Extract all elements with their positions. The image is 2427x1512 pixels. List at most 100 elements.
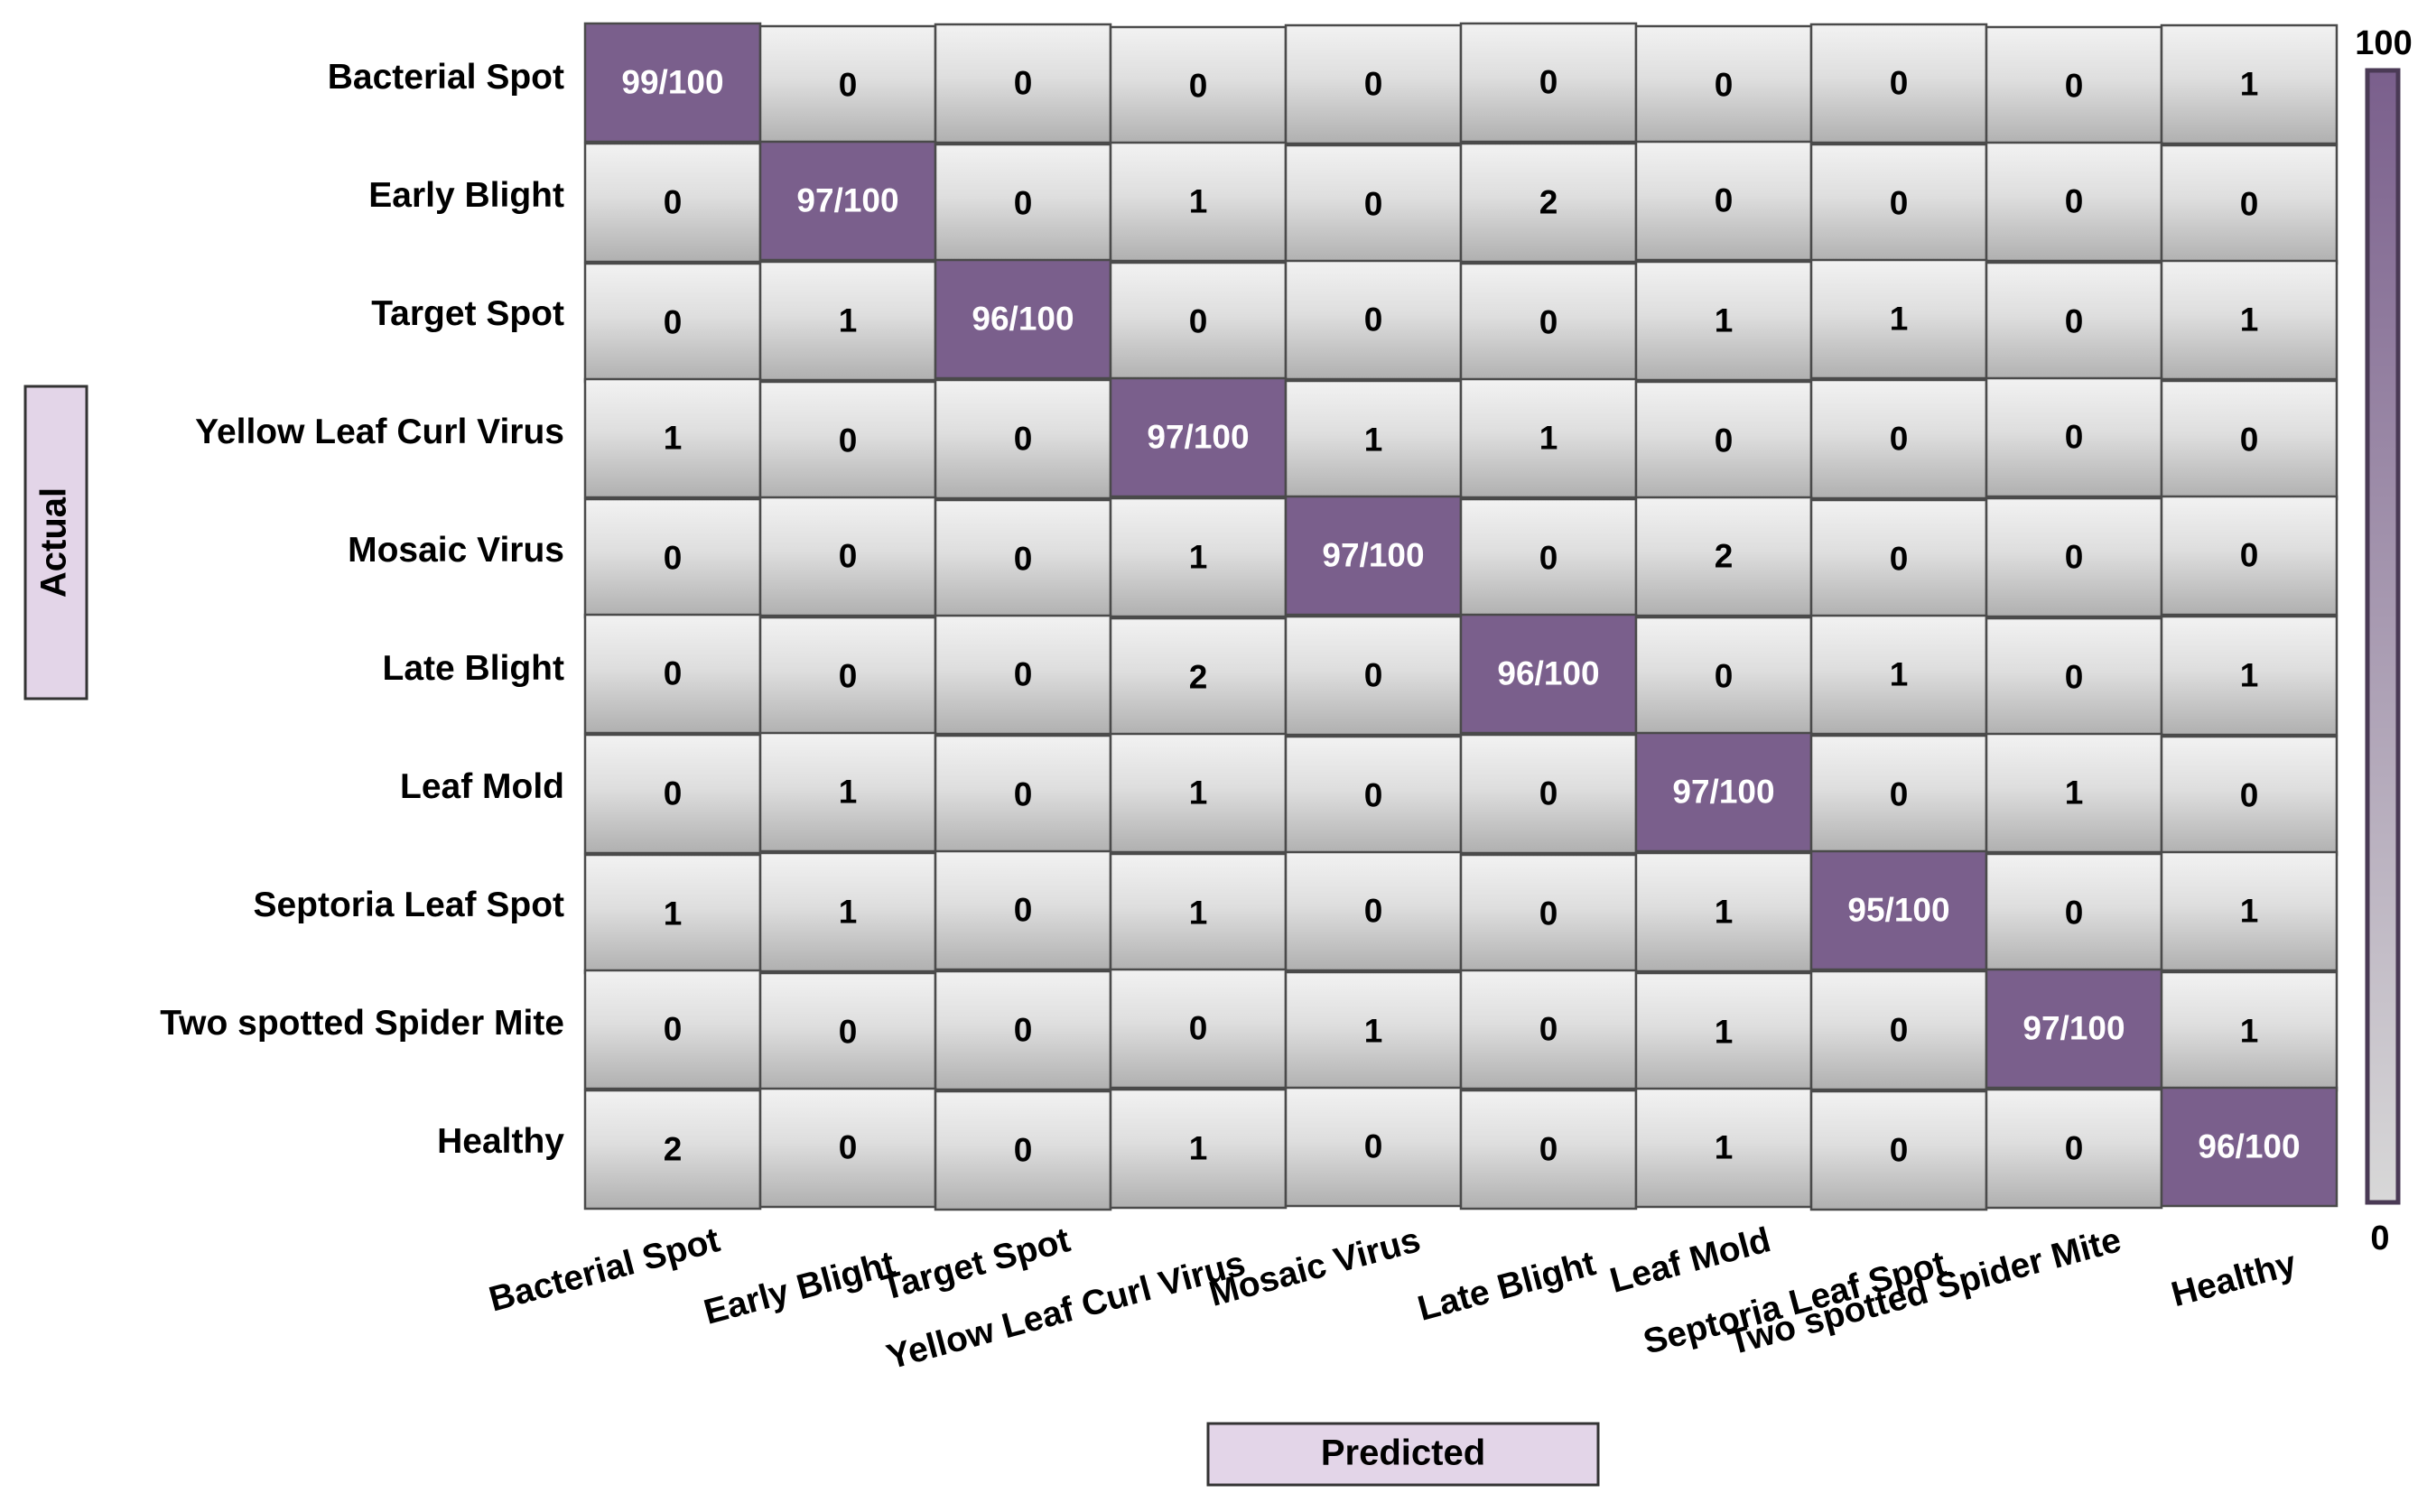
row-labels: Bacterial Spot Early Blight Target Spot Yel… (160, 58, 564, 1161)
matrix-cell-r8-c7 (1809, 969, 1988, 1091)
matrix-cell-r2-c6 (1634, 260, 1813, 382)
matrix-cell-value-r4-c4: 97/100 (1322, 536, 1424, 573)
matrix-cell-value-r9-c4: 0 (1364, 1127, 1383, 1164)
matrix-cell-value-r0-c7: 0 (1890, 64, 1909, 101)
row-label-4: Mosaic Virus (348, 531, 564, 570)
y-axis-title: Actual (34, 487, 74, 598)
matrix-cell-value-r7-c2: 0 (1014, 891, 1033, 928)
matrix-cell-r6-c0 (583, 733, 762, 855)
matrix-cell-r4-c8 (1985, 496, 2163, 618)
matrix-cells: 99/100 0 0 0 0 0 0 0 0 1 0 97/100 0 1 0 2 0 0 0 0 0 1 96/100 0 0… (583, 22, 2339, 1211)
matrix-cell-value-r1-c5: 2 (1539, 183, 1558, 220)
matrix-cell-r3-c6 (1634, 380, 1813, 502)
matrix-cell-r8-c9 (2160, 970, 2339, 1092)
matrix-cell-value-r6-c1: 1 (839, 773, 858, 810)
matrix-cell-value-r8-c7: 0 (1890, 1011, 1909, 1048)
matrix-cell-value-r7-c4: 0 (1364, 892, 1383, 929)
x-axis-title: Predicted (1321, 1433, 1485, 1473)
matrix-cell-r6-c9 (2160, 735, 2339, 857)
matrix-cell-value-r4-c8: 0 (2065, 538, 2084, 575)
matrix-cell-value-r8-c8: 97/100 (2022, 1009, 2125, 1046)
matrix-cell-value-r4-c1: 0 (839, 537, 858, 574)
matrix-cell-value-r3-c2: 0 (1014, 420, 1033, 457)
matrix-cell-r0-c2 (934, 23, 1112, 144)
matrix-cell-value-r8-c2: 0 (1014, 1011, 1033, 1048)
matrix-cell-r5-c2 (934, 614, 1112, 736)
x-axis-title-box: Predicted (1206, 1422, 1600, 1487)
matrix-cell-r0-c9 (2160, 23, 2339, 145)
matrix-cell-r8-c0 (583, 969, 762, 1090)
matrix-cell-value-r5-c5: 96/100 (1497, 654, 1599, 691)
matrix-cell-value-r4-c7: 0 (1890, 540, 1909, 577)
matrix-cell-r4-c5 (1459, 497, 1638, 619)
matrix-cell-value-r5-c1: 0 (839, 657, 858, 694)
matrix-cell-value-r5-c2: 0 (1014, 655, 1033, 692)
matrix-cell-value-r2-c3: 0 (1189, 302, 1208, 339)
matrix-cell-value-r8-c9: 1 (2240, 1012, 2259, 1049)
matrix-cell-value-r2-c2: 96/100 (972, 300, 1074, 337)
matrix-cell-r9-c8 (1985, 1088, 2163, 1210)
matrix-cell-value-r6-c8: 1 (2065, 774, 2084, 811)
matrix-cell-value-r6-c0: 0 (664, 775, 683, 812)
matrix-cell-r5-c3 (1109, 617, 1288, 738)
matrix-cell-value-r3-c4: 1 (1364, 421, 1383, 458)
matrix-cell-value-r3-c8: 0 (2065, 418, 2084, 455)
matrix-cell-value-r7-c9: 1 (2240, 892, 2259, 929)
matrix-cell-value-r5-c0: 0 (664, 654, 683, 691)
matrix-cell-r6-c6 (1634, 731, 1813, 853)
column-label-1: Early Blight (700, 1244, 898, 1332)
matrix-cell-value-r2-c5: 0 (1539, 303, 1558, 340)
matrix-cell-r6-c5 (1459, 733, 1638, 855)
matrix-cell-r2-c0 (583, 262, 762, 384)
matrix-cell-r0-c5 (1459, 22, 1638, 144)
row-label-1: Early Blight (368, 176, 564, 215)
matrix-cell-r1-c6 (1634, 140, 1813, 262)
matrix-cell-value-r8-c4: 1 (1364, 1012, 1383, 1049)
matrix-cell-r5-c0 (583, 613, 762, 735)
matrix-cell-r3-c3 (1109, 376, 1288, 498)
matrix-cell-r8-c5 (1459, 969, 1638, 1090)
matrix-cell-value-r9-c2: 0 (1014, 1131, 1033, 1168)
matrix-cell-value-r5-c9: 1 (2240, 656, 2259, 693)
matrix-cell-value-r9-c1: 0 (839, 1128, 858, 1165)
matrix-cell-r0-c7 (1809, 23, 1988, 144)
matrix-cell-value-r7-c1: 1 (839, 893, 858, 930)
matrix-cell-r7-c4 (1284, 850, 1463, 972)
matrix-cell-r9-c7 (1809, 1090, 1988, 1211)
matrix-cell-value-r2-c6: 1 (1715, 301, 1734, 339)
matrix-cell-r7-c1 (758, 851, 937, 973)
matrix-cell-r1-c7 (1809, 143, 1988, 264)
matrix-cell-value-r5-c8: 0 (2065, 658, 2084, 695)
matrix-cell-value-r2-c0: 0 (664, 303, 683, 340)
matrix-cell-r7-c6 (1634, 851, 1813, 973)
matrix-cell-value-r0-c2: 0 (1014, 64, 1033, 101)
matrix-cell-r7-c2 (934, 849, 1112, 971)
row-label-2: Target Spot (371, 294, 564, 333)
matrix-cell-value-r0-c0: 99/100 (621, 63, 723, 100)
matrix-cell-value-r1-c1: 97/100 (796, 181, 898, 218)
matrix-cell-value-r3-c5: 1 (1539, 419, 1558, 456)
matrix-cell-r3-c0 (583, 377, 762, 499)
matrix-cell-r8-c3 (1109, 968, 1288, 1090)
matrix-cell-r0-c4 (1284, 23, 1463, 145)
matrix-cell-r8-c6 (1634, 971, 1813, 1093)
matrix-cell-value-r4-c9: 0 (2240, 536, 2259, 573)
matrix-cell-value-r2-c1: 1 (839, 301, 858, 339)
matrix-cell-r4-c4 (1284, 495, 1463, 617)
matrix-cell-r4-c9 (2160, 495, 2339, 617)
matrix-cell-r8-c2 (934, 969, 1112, 1091)
matrix-cell-r9-c2 (934, 1090, 1112, 1211)
matrix-cell-value-r3-c6: 0 (1715, 422, 1734, 459)
colorbar-gradient (2365, 68, 2401, 1205)
matrix-cell-value-r1-c4: 0 (1364, 185, 1383, 222)
row-label-9: Healthy (437, 1122, 564, 1161)
matrix-cell-r6-c1 (758, 731, 937, 853)
matrix-cell-r4-c7 (1809, 498, 1988, 620)
matrix-cell-r2-c4 (1284, 259, 1463, 381)
matrix-cell-value-r5-c6: 0 (1715, 657, 1734, 694)
row-label-8: Two spotted Spider Mite (160, 1004, 564, 1043)
matrix-cell-value-r6-c2: 0 (1014, 775, 1033, 812)
column-label-5: Late Blight (1414, 1244, 1600, 1329)
